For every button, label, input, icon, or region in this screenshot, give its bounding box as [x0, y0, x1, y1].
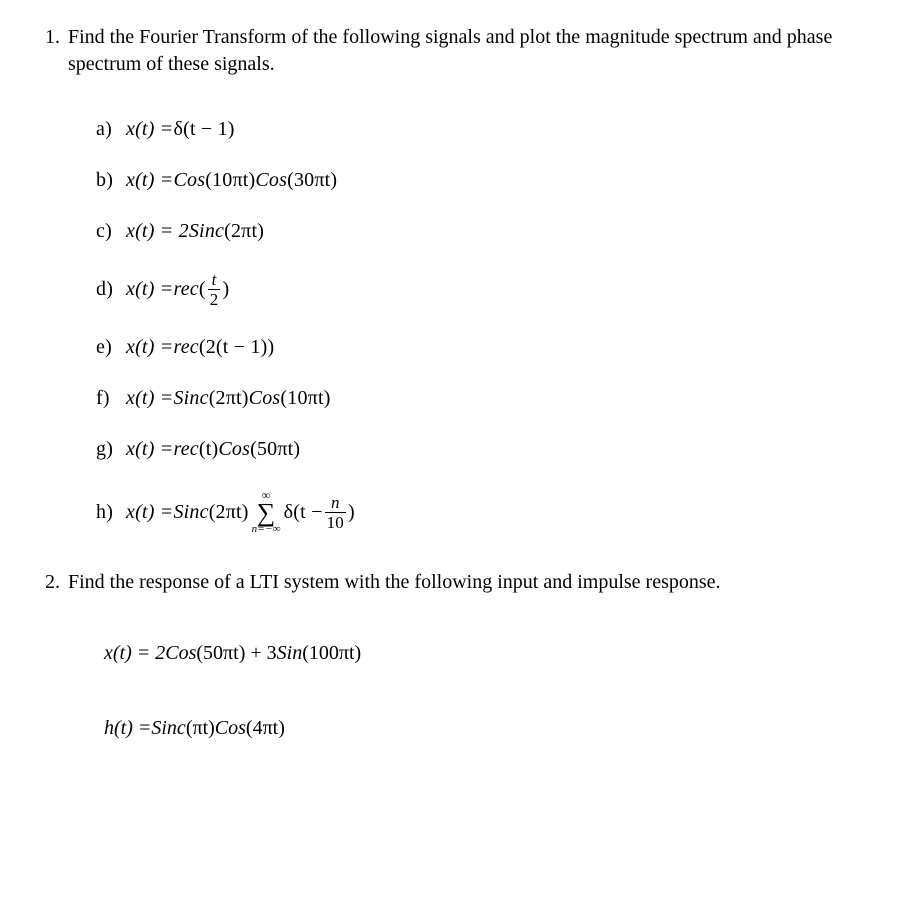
eq-fn1: Sinc: [189, 220, 224, 243]
eq-lhs: x(t) =: [126, 501, 173, 524]
part-a-equation: x(t) = δ (t − 1): [126, 118, 235, 141]
eq-fn1: Sinc: [173, 387, 208, 410]
eq-arg1: (10πt): [205, 169, 255, 192]
problem-1-text: Find the Fourier Transform of the follow…: [68, 24, 874, 78]
problem-2-equations: x(t) = 2 Cos (50πt) + 3 Sin (100πt) h(t)…: [104, 642, 874, 740]
exercise-page: 1. Find the Fourier Transform of the fol…: [0, 0, 914, 924]
q2-h-equation: h(t) = Sinc (πt) Cos (4πt): [104, 717, 874, 740]
frac-num: n: [329, 494, 342, 512]
part-h: h) x(t) = Sinc (2πt) ∞ ∑ n=−∞ δ (t − n 1…: [96, 489, 874, 535]
problem-1-number: 1.: [24, 24, 68, 51]
sum-bottom: n=−∞: [252, 524, 281, 535]
eq-fn1: rec: [173, 336, 198, 359]
eq-arg1: (2πt): [224, 220, 264, 243]
part-a-label: a): [96, 118, 126, 141]
frac-den: 2: [208, 289, 221, 308]
part-d: d) x(t) = rec ( t 2 ): [96, 271, 874, 308]
eq-arg1: (50πt) + 3: [196, 642, 276, 665]
part-b-label: b): [96, 169, 126, 192]
eq-delta: δ: [173, 118, 183, 141]
eq-lhs: x(t) = 2: [126, 220, 189, 243]
frac-num: t: [210, 271, 219, 289]
eq-fn1: Sinc: [173, 501, 208, 524]
part-c: c) x(t) = 2 Sinc (2πt): [96, 220, 874, 243]
eq-arg2: (4πt): [246, 717, 285, 740]
eq-fn1: Cos: [165, 642, 196, 665]
eq-arg2: (100πt): [302, 642, 361, 665]
part-f: f) x(t) = Sinc (2πt) Cos (10πt): [96, 387, 874, 410]
eq-fn1: Sinc: [151, 717, 185, 740]
eq-arg1: (t): [199, 438, 218, 461]
eq-lhs: x(t) =: [126, 438, 173, 461]
part-d-equation: x(t) = rec ( t 2 ): [126, 271, 229, 308]
eq-arg1: (πt): [186, 717, 215, 740]
eq-arg2: (30πt): [287, 169, 337, 192]
eq-lhs: x(t) =: [126, 278, 173, 301]
part-b-equation: x(t) = Cos (10πt) Cos (30πt): [126, 169, 337, 192]
eq-lhs: x(t) =: [126, 336, 173, 359]
part-h-equation: x(t) = Sinc (2πt) ∞ ∑ n=−∞ δ (t − n 10 ): [126, 489, 355, 535]
eq-fn2: Cos: [249, 387, 281, 410]
eq-lhs: x(t) =: [126, 118, 173, 141]
eq-fn2: Cos: [215, 717, 246, 740]
eq-frac: t 2: [208, 271, 221, 308]
eq-fn2: Cos: [218, 438, 250, 461]
eq-lhs: x(t) = 2: [104, 642, 165, 665]
frac-den: 10: [325, 512, 346, 531]
part-e-label: e): [96, 336, 126, 359]
eq-arg2: (50πt): [250, 438, 300, 461]
eq-close: ): [222, 278, 229, 301]
part-h-label: h): [96, 501, 126, 524]
eq-arg1: (2(t − 1)): [199, 336, 274, 359]
part-a: a) x(t) = δ (t − 1): [96, 118, 874, 141]
eq-open: (: [199, 278, 206, 301]
eq-arg1: (2πt): [209, 387, 249, 410]
eq-fn2: Cos: [255, 169, 287, 192]
eq-fn2: Sin: [277, 642, 303, 665]
eq-fn1: Cos: [173, 169, 205, 192]
sigma-icon: ∑: [257, 501, 276, 524]
part-f-equation: x(t) = Sinc (2πt) Cos (10πt): [126, 387, 331, 410]
eq-arg1: (2πt): [209, 501, 249, 524]
eq-fn1: rec: [173, 278, 198, 301]
part-d-label: d): [96, 278, 126, 301]
eq-lhs: x(t) =: [126, 169, 173, 192]
part-c-label: c): [96, 220, 126, 243]
problem-1-subparts: a) x(t) = δ (t − 1) b) x(t) = Cos (10πt)…: [96, 118, 874, 535]
eq-lhs: x(t) =: [126, 387, 173, 410]
q2-x-equation: x(t) = 2 Cos (50πt) + 3 Sin (100πt): [104, 642, 874, 665]
part-g-label: g): [96, 438, 126, 461]
eq-arg2: (10πt): [280, 387, 330, 410]
summation-icon: ∞ ∑ n=−∞: [252, 489, 281, 535]
eq-frac: n 10: [325, 494, 346, 531]
eq-fn1: rec: [173, 438, 198, 461]
part-f-label: f): [96, 387, 126, 410]
problem-1: 1. Find the Fourier Transform of the fol…: [24, 24, 874, 78]
part-b: b) x(t) = Cos (10πt) Cos (30πt): [96, 169, 874, 192]
eq-close: ): [348, 501, 355, 524]
eq-delta: δ: [284, 501, 294, 524]
eq-lhs: h(t) =: [104, 717, 151, 740]
part-g: g) x(t) = rec (t) Cos (50πt): [96, 438, 874, 461]
problem-2: 2. Find the response of a LTI system wit…: [24, 569, 874, 596]
eq-tail: (t − 1): [183, 118, 235, 141]
eq-open: (t −: [293, 501, 322, 524]
part-e-equation: x(t) = rec (2(t − 1)): [126, 336, 274, 359]
problem-2-text: Find the response of a LTI system with t…: [68, 569, 721, 596]
problem-2-number: 2.: [24, 569, 68, 596]
part-c-equation: x(t) = 2 Sinc (2πt): [126, 220, 264, 243]
part-e: e) x(t) = rec (2(t − 1)): [96, 336, 874, 359]
part-g-equation: x(t) = rec (t) Cos (50πt): [126, 438, 300, 461]
